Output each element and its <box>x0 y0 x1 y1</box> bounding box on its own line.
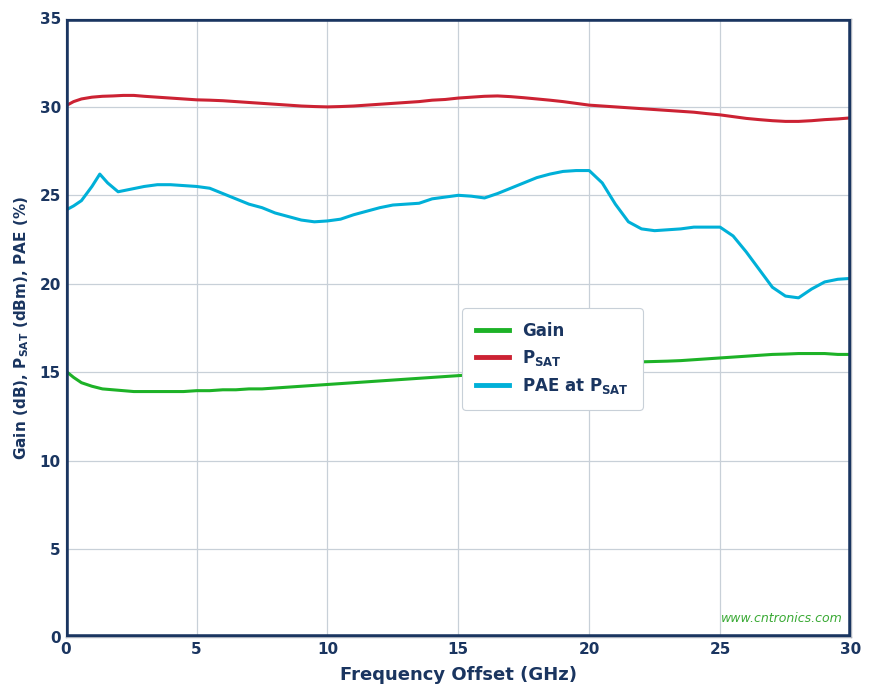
Bar <box>66 19 851 638</box>
Legend: Gain, P$_{\mathregular{SAT}}$, PAE at P$_{\mathregular{SAT}}$: Gain, P$_{\mathregular{SAT}}$, PAE at P$… <box>462 308 642 409</box>
X-axis label: Frequency Offset (GHz): Frequency Offset (GHz) <box>340 665 577 683</box>
Y-axis label: Gain (dB), P$_{\mathregular{SAT}}$ (dBm), PAE (%): Gain (dB), P$_{\mathregular{SAT}}$ (dBm)… <box>12 196 31 460</box>
Text: www.cntronics.com: www.cntronics.com <box>721 612 843 625</box>
